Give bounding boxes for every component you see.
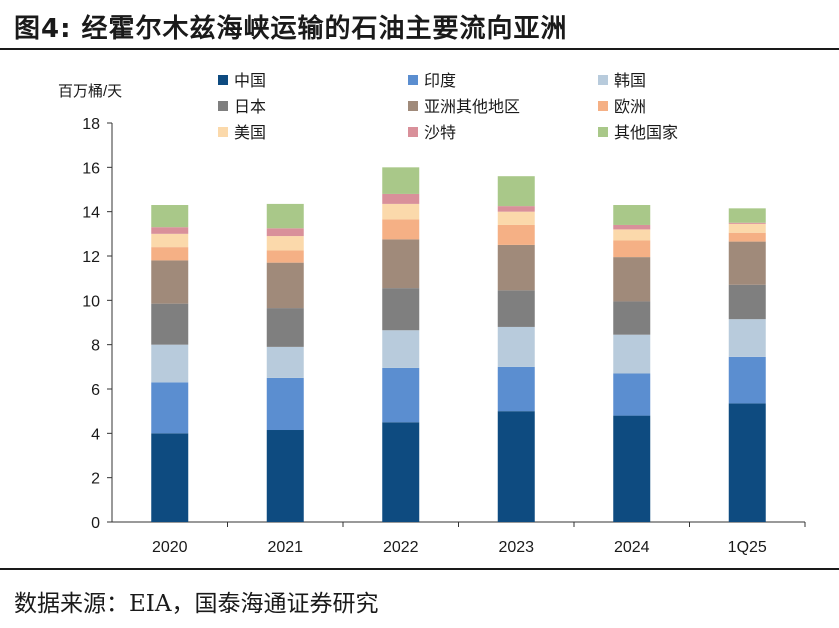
- x-tick-label: 2020: [152, 539, 188, 556]
- legend-swatch: [598, 127, 608, 137]
- bar-segment: [497, 290, 535, 327]
- bar-segment: [151, 205, 189, 228]
- chart-title: 图4: 经霍尔木兹海峡运输的石油主要流向亚洲: [14, 14, 568, 44]
- bar-segment: [613, 224, 651, 230]
- bar-segment: [613, 240, 651, 258]
- bar-segment: [728, 319, 766, 357]
- bar-segment: [151, 260, 189, 304]
- bar-segment: [266, 346, 304, 378]
- bar-segment: [613, 373, 651, 416]
- bar-segment: [151, 247, 189, 261]
- legend-label: 韩国: [614, 72, 646, 90]
- y-tick-label: 4: [91, 426, 100, 443]
- y-tick-label: 14: [82, 205, 100, 222]
- bar-segment: [266, 236, 304, 251]
- legend-label: 欧洲: [614, 98, 646, 116]
- bar-segment: [151, 433, 189, 522]
- bar-segment: [382, 219, 420, 240]
- y-tick-label: 2: [91, 471, 100, 488]
- bar-segment: [382, 422, 420, 522]
- bar-segment: [382, 330, 420, 368]
- x-tick-label: 2024: [614, 539, 650, 556]
- bar-segment: [266, 250, 304, 263]
- y-tick-label: 6: [91, 382, 100, 399]
- y-tick-label: 0: [91, 515, 100, 532]
- legend-label: 美国: [234, 124, 266, 142]
- bar-segment: [728, 403, 766, 522]
- legend-label: 亚洲其他地区: [424, 98, 520, 116]
- bar-segment: [382, 167, 420, 194]
- bar-segment: [151, 382, 189, 434]
- bar-segment: [497, 411, 535, 522]
- legend-swatch: [218, 75, 228, 85]
- bar-segment: [497, 366, 535, 412]
- bar-segment: [382, 203, 420, 220]
- bar-segment: [613, 415, 651, 522]
- y-tick-label: 8: [91, 338, 100, 355]
- bar-segment: [382, 193, 420, 204]
- bar-segment: [613, 229, 651, 241]
- bar-segment: [266, 262, 304, 309]
- legend-label: 沙特: [424, 124, 456, 142]
- bar-segment: [497, 326, 535, 367]
- legend-swatch: [408, 75, 418, 85]
- bar-segment: [266, 430, 304, 522]
- legend-label: 日本: [234, 98, 266, 116]
- legend-label: 印度: [424, 72, 456, 90]
- legend-swatch: [408, 101, 418, 111]
- bar-segment: [728, 223, 766, 233]
- legend-swatch: [218, 101, 228, 111]
- y-tick-label: 16: [82, 160, 100, 177]
- y-tick-label: 10: [82, 293, 100, 310]
- bar-segment: [728, 356, 766, 404]
- axes: 0 2 4 6 8 10 12 14 16 18: [82, 116, 805, 532]
- bar-segment: [497, 211, 535, 225]
- source-note: 数据来源：EIA，国泰海通证券研究: [14, 591, 379, 617]
- bar-segment: [151, 344, 189, 383]
- bar-segment: [728, 284, 766, 320]
- bar-segment: [151, 303, 189, 345]
- bar-segment: [728, 222, 766, 224]
- bar-segment: [613, 257, 651, 302]
- bar-segment: [266, 228, 304, 237]
- bar-segment: [151, 227, 189, 234]
- y-axis-label: 百万桶/天: [58, 83, 122, 100]
- bar-segment: [497, 206, 535, 212]
- legend-swatch: [408, 127, 418, 137]
- bar-segment: [266, 203, 304, 229]
- legend-swatch: [598, 101, 608, 111]
- legend-label: 中国: [234, 72, 266, 90]
- bar-segment: [728, 208, 766, 223]
- bar-segment: [382, 239, 420, 289]
- x-tick-label: 2023: [498, 539, 534, 556]
- bar-segment: [613, 334, 651, 374]
- legend-swatch: [218, 127, 228, 137]
- source-rule: [0, 568, 839, 570]
- bar-segment: [382, 367, 420, 423]
- bar-segment: [728, 232, 766, 242]
- title-rule: [0, 48, 839, 50]
- bar-segment: [497, 176, 535, 207]
- x-tick-label: 1Q25: [728, 539, 767, 556]
- bar-segment: [613, 301, 651, 335]
- bar-segment: [266, 308, 304, 347]
- bars: 2020 2021 2022 2023 2024 1Q25: [151, 167, 806, 556]
- x-tick-label: 2022: [383, 539, 419, 556]
- bar-segment: [613, 205, 651, 225]
- x-tick-label: 2021: [267, 539, 303, 556]
- bar-segment: [382, 288, 420, 331]
- y-tick-label: 18: [82, 116, 100, 133]
- bar-segment: [497, 244, 535, 291]
- bar-segment: [151, 233, 189, 248]
- bar-segment: [728, 241, 766, 285]
- y-tick-label: 12: [82, 249, 100, 266]
- legend-label: 其他国家: [614, 124, 678, 142]
- legend-swatch: [598, 75, 608, 85]
- bar-segment: [497, 224, 535, 245]
- bar-segment: [266, 377, 304, 431]
